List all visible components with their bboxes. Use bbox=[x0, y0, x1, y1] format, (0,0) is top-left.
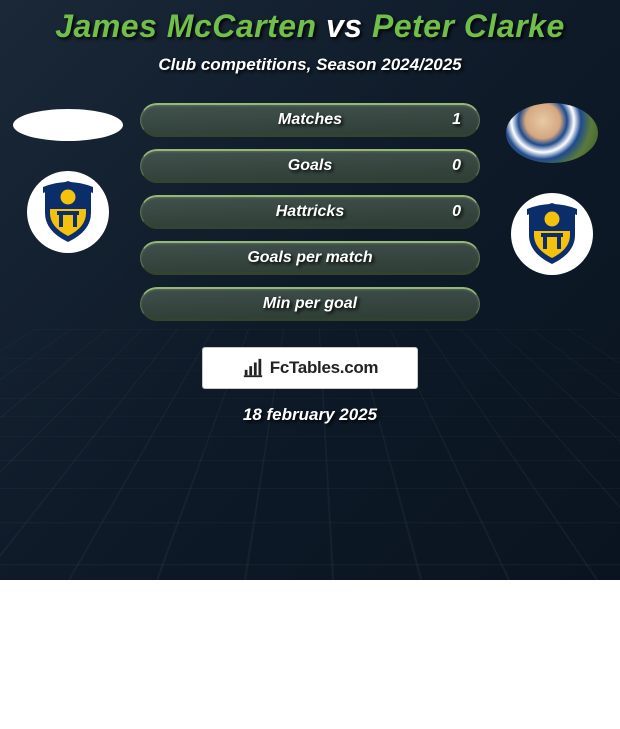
player1-name: James McCarten bbox=[55, 8, 316, 44]
stat-row-goals: Goals 0 bbox=[140, 149, 480, 183]
player1-club-badge bbox=[27, 171, 109, 253]
page-title: James McCarten vs Peter Clarke bbox=[0, 8, 620, 45]
stat-row-min-per-goal: Min per goal bbox=[140, 287, 480, 321]
stat-label: Min per goal bbox=[263, 295, 357, 313]
stat-label: Matches bbox=[278, 111, 342, 129]
stat-row-hattricks: Hattricks 0 bbox=[140, 195, 480, 229]
vs-label: vs bbox=[326, 8, 363, 44]
stat-value-right: 1 bbox=[452, 111, 461, 129]
branding-text: FcTables.com bbox=[270, 358, 379, 378]
player1-avatar bbox=[13, 109, 123, 141]
player2-avatar bbox=[506, 103, 598, 163]
stat-value-right: 0 bbox=[452, 157, 461, 175]
shield-icon bbox=[39, 179, 97, 245]
player2-name: Peter Clarke bbox=[372, 8, 565, 44]
stat-label: Hattricks bbox=[276, 203, 344, 221]
stat-row-matches: Matches 1 bbox=[140, 103, 480, 137]
bar-chart-icon bbox=[242, 357, 264, 379]
branding-plate: FcTables.com bbox=[202, 347, 418, 389]
stat-label: Goals bbox=[288, 157, 332, 175]
player2-club-badge bbox=[511, 193, 593, 275]
stats-list: Matches 1 Goals 0 Hattricks 0 Goals per … bbox=[140, 103, 480, 333]
stat-value-right: 0 bbox=[452, 203, 461, 221]
subtitle: Club competitions, Season 2024/2025 bbox=[0, 55, 620, 75]
player1-column bbox=[8, 103, 128, 253]
player2-column bbox=[492, 103, 612, 275]
shield-icon bbox=[523, 201, 581, 267]
date-label: 18 february 2025 bbox=[0, 405, 620, 425]
main-row: Matches 1 Goals 0 Hattricks 0 Goals per … bbox=[0, 103, 620, 333]
stat-row-goals-per-match: Goals per match bbox=[140, 241, 480, 275]
comparison-card: James McCarten vs Peter Clarke Club comp… bbox=[0, 0, 620, 425]
stat-label: Goals per match bbox=[247, 249, 372, 267]
